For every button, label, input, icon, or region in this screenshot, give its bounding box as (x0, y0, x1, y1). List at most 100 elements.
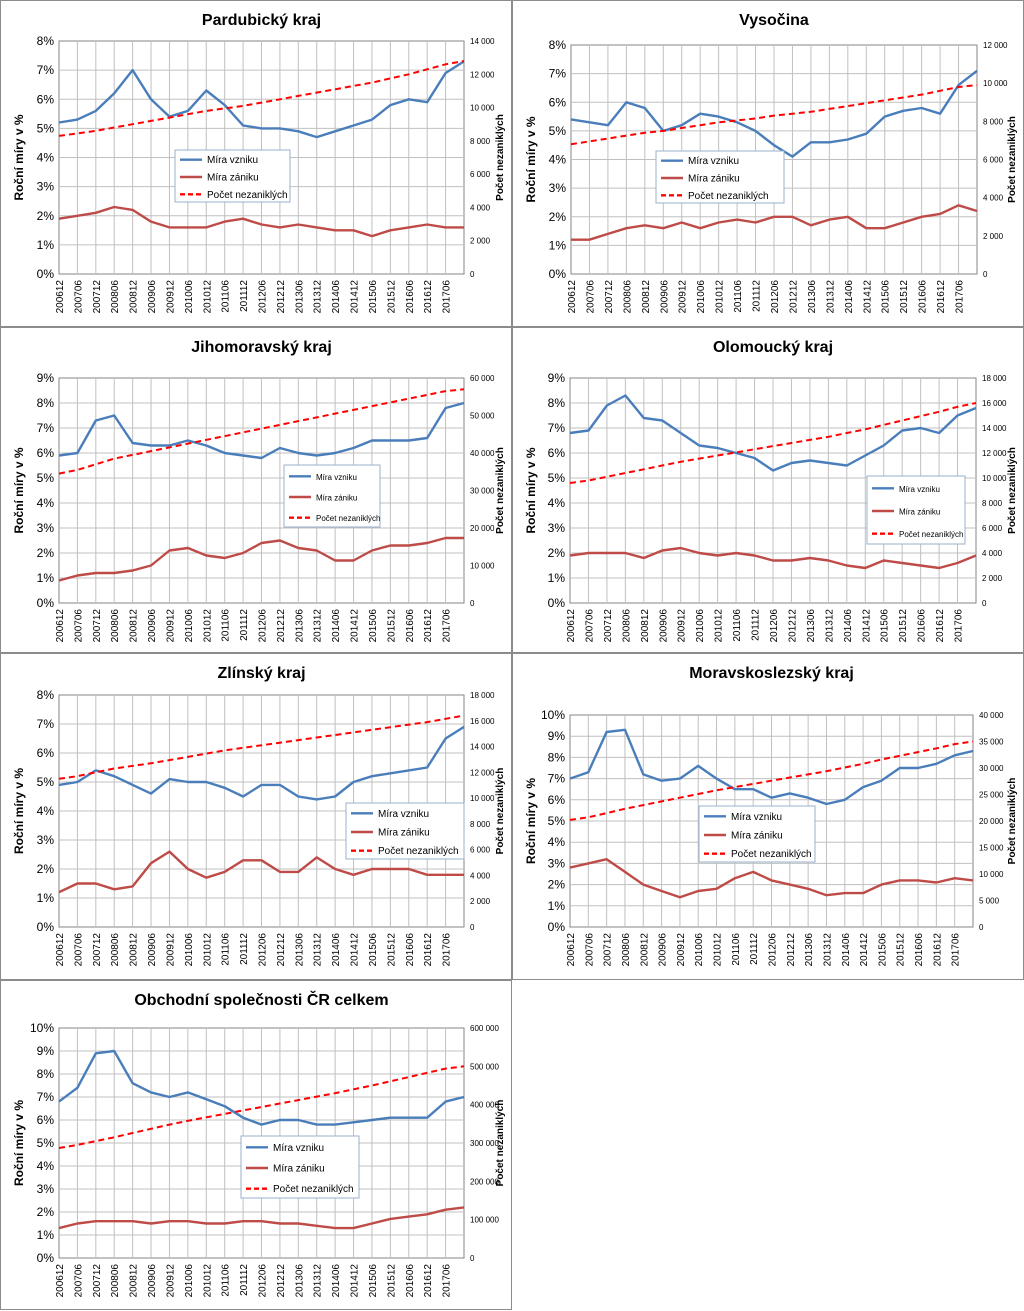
x-tick-label: 201706 (951, 933, 962, 967)
x-tick-label: 200812 (129, 609, 140, 643)
x-tick-label: 200612 (55, 1264, 66, 1298)
x-tick-label: 201506 (880, 609, 891, 643)
series-line-mira-vzniku (569, 728, 974, 806)
y-tick-label: 6% (37, 746, 55, 760)
x-tick-label: 201406 (331, 1264, 342, 1298)
y2-tick-label: 0 (470, 270, 475, 279)
x-tick-label: 200712 (603, 609, 614, 643)
x-tick-label: 200706 (584, 933, 595, 967)
y2-tick-label: 12 000 (982, 449, 1007, 458)
legend-label-mira-zaniku: Míra zániku (731, 831, 783, 842)
y-tick-label: 1% (548, 571, 566, 585)
y2-tick-label: 12 000 (983, 41, 1008, 50)
x-tick-label: 201206 (258, 933, 269, 967)
y-tick-label: 6% (37, 92, 55, 106)
y-axis-label: Roční míry v % (12, 768, 26, 854)
legend-label-mira-zaniku: Míra zániku (899, 508, 940, 517)
y2-axis-label: Počet nezaniklých (495, 114, 506, 201)
x-tick-label: 200812 (640, 609, 651, 643)
x-tick-label: 201612 (423, 280, 434, 314)
series-line-mira-vzniku (58, 401, 465, 460)
legend-label-mira-vzniku: Míra vzniku (899, 485, 940, 494)
x-tick-label: 201112 (239, 933, 250, 965)
x-tick-label: 201212 (276, 280, 287, 314)
x-tick-label: 201406 (331, 280, 342, 314)
y-tick-label: 9% (37, 1044, 55, 1058)
x-tick-label: 201606 (405, 280, 416, 314)
panel-moravskoslezsky-kraj: Moravskoslezský kraj 0% 1% 2% 3% 4% 5% 6% 7% 8% 9%… (512, 653, 1024, 980)
x-tick-label: 201506 (368, 609, 379, 643)
y-tick-label: 4% (37, 1159, 55, 1173)
y2-tick-label: 2 000 (470, 237, 491, 246)
x-tick-label: 201412 (350, 1264, 361, 1298)
y-tick-label: 8% (548, 396, 566, 410)
series-line-pocet-nezaniklych (58, 1065, 465, 1149)
series-line-pocet-nezaniklych (570, 84, 978, 146)
y2-tick-label: 8 000 (982, 499, 1003, 508)
y2-tick-label: 0 (470, 599, 475, 608)
legend-label-mira-zaniku: Míra zániku (378, 828, 430, 839)
x-tick-label: 200712 (92, 609, 103, 643)
y-tick-label: 6% (549, 95, 567, 109)
series-line-mira-zaniku (569, 546, 977, 570)
y2-tick-label: 14 000 (470, 743, 495, 752)
x-tick-label: 200906 (658, 609, 669, 643)
x-tick-label: 201306 (294, 1264, 305, 1298)
y-tick-label: 2% (37, 209, 55, 223)
y-tick-label: 3% (549, 181, 567, 195)
series-line-pocet-nezaniklych (569, 740, 974, 821)
y-tick-label: 1% (37, 891, 55, 905)
y2-tick-label: 2 000 (983, 232, 1004, 241)
series-line-mira-zaniku (571, 204, 978, 241)
x-tick-label: 201606 (405, 609, 416, 643)
x-tick-label: 200912 (165, 609, 176, 643)
y2-tick-label: 6 000 (982, 524, 1003, 533)
x-tick-label: 201406 (331, 609, 342, 643)
x-tick-label: 201006 (184, 1264, 195, 1298)
x-tick-label: 201412 (862, 280, 873, 314)
y2-tick-label: 40 000 (979, 711, 1004, 720)
x-tick-label: 200706 (585, 280, 596, 314)
x-tick-label: 200912 (165, 1264, 176, 1298)
x-tick-label: 201106 (731, 933, 742, 966)
panel-olomoucky-kraj: Olomoucký kraj 0% 1% 2% 3% 4% 5% 6% 7% 8% 9% 0 2 000… (512, 327, 1024, 653)
x-tick-label: 200612 (55, 609, 66, 643)
y-tick-label: 4% (548, 835, 566, 849)
y2-tick-label: 6 000 (983, 156, 1004, 165)
y-tick-label: 10% (541, 708, 565, 722)
y-tick-label: 5% (37, 1136, 55, 1150)
x-tick-label: 201112 (752, 280, 763, 312)
y-tick-label: 4% (37, 151, 55, 165)
panel-jihomoravsky-kraj: Jihomoravský kraj 0% 1% 2% 3% 4% 5% 6% 7% 8% 9% 0 10… (0, 327, 512, 653)
chart-svg: Pardubický kraj 0% 1% 2% 3% 4% 5% 6% 7% 8% 0 2 000 4… (12, 12, 506, 314)
y-axis-label: Roční míry v % (12, 1100, 26, 1186)
series-line-mira-zaniku (569, 857, 974, 899)
x-tick-label: 200806 (622, 280, 633, 314)
y-tick-label: 0% (37, 596, 55, 610)
y2-tick-label: 0 (470, 923, 475, 932)
x-tick-label: 200912 (677, 609, 688, 643)
x-tick-label: 201412 (350, 280, 361, 314)
y2-tick-label: 60 000 (470, 374, 495, 383)
x-tick-label: 201612 (935, 609, 946, 643)
legend-label-mira-vzniku: Míra vzniku (316, 473, 357, 482)
y2-tick-label: 14 000 (470, 37, 495, 46)
x-tick-label: 200912 (165, 280, 176, 314)
y-tick-label: 6% (548, 793, 566, 807)
series-line-mira-vzniku (570, 69, 978, 158)
y-tick-label: 0% (549, 267, 567, 281)
x-tick-label: 201506 (881, 280, 892, 314)
y2-tick-label: 12 000 (470, 70, 495, 79)
y2-axis-label: Počet nezaniklých (1007, 447, 1018, 534)
x-tick-label: 201606 (405, 1264, 416, 1298)
x-tick-label: 200912 (678, 280, 689, 314)
y2-tick-label: 30 000 (470, 487, 495, 496)
y-tick-label: 8% (37, 1067, 55, 1081)
y2-tick-label: 2 000 (470, 897, 491, 906)
legend: Míra vzniku Míra zániku Počet nezaniklých (174, 149, 291, 203)
y-tick-label: 7% (37, 1090, 55, 1104)
y2-tick-label: 14 000 (982, 424, 1007, 433)
x-tick-label: 201112 (239, 609, 250, 641)
y-tick-label: 7% (549, 67, 567, 81)
x-tick-label: 200706 (73, 280, 84, 314)
